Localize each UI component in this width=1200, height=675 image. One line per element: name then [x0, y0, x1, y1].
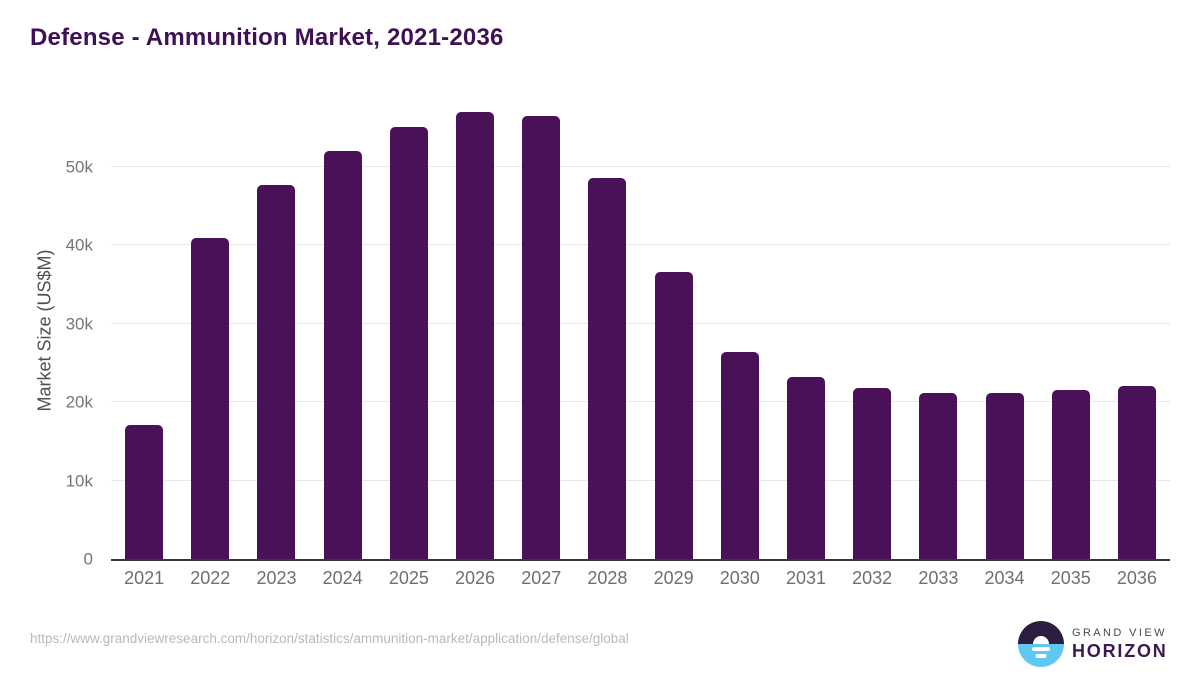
x-tick-label: 2023: [256, 568, 297, 588]
bar-slot: [707, 100, 773, 559]
bar-2030: [720, 351, 759, 559]
bar-2034: [985, 393, 1024, 559]
bar-slot: [442, 100, 508, 559]
gridline: [111, 322, 1170, 324]
gridline: [111, 165, 1170, 167]
x-tick-label: 2021: [124, 568, 165, 588]
gridline: [111, 401, 1170, 403]
chart-title: Defense - Ammunition Market, 2021-2036: [30, 24, 504, 51]
x-tick-label: 2026: [455, 568, 496, 588]
bar-slot: [641, 100, 707, 559]
bar-2032: [853, 387, 892, 559]
bar-2021: [125, 424, 164, 559]
x-tick-label: 2035: [1050, 568, 1091, 588]
bar-2035: [1051, 390, 1090, 559]
bar-slot: [376, 100, 442, 559]
x-tick-label: 2028: [587, 568, 628, 588]
gridline: [111, 244, 1170, 246]
bar-slot: [243, 100, 309, 559]
bar-slot: [508, 100, 574, 559]
bar-2026: [456, 111, 495, 559]
bar-slot: [905, 100, 971, 559]
bar-slot: [1104, 100, 1170, 559]
x-tick-label: 2024: [322, 568, 363, 588]
bar-2036: [1117, 386, 1156, 559]
plot-area: [111, 100, 1170, 561]
y-tick-label: 30k: [65, 314, 93, 334]
bar-2029: [654, 271, 693, 559]
brand-name-top: GRAND VIEW: [1072, 626, 1167, 639]
bar-slot: [839, 100, 905, 559]
bar-slot: [177, 100, 243, 559]
x-tick-label: 2029: [653, 568, 694, 588]
source-url: https://www.grandviewresearch.com/horizo…: [30, 631, 629, 646]
bar-2022: [191, 238, 230, 559]
y-axis-tick-labels: 0 10k 20k 30k 40k 50k: [0, 100, 101, 567]
x-tick-label: 2030: [719, 568, 760, 588]
bar-slot: [310, 100, 376, 559]
bar-2023: [257, 184, 296, 559]
y-tick-label: 10k: [65, 471, 93, 491]
x-axis-tick-labels: 2021 2022 2023 2024 2025 2026 2027 2028 2029 2030…: [111, 568, 1170, 589]
y-tick-label: 40k: [65, 235, 93, 255]
x-tick-label: 2022: [190, 568, 231, 588]
x-tick-label: 2036: [1116, 568, 1157, 588]
gridline: [111, 479, 1170, 481]
bar-slot: [574, 100, 640, 559]
bar-2024: [323, 151, 362, 559]
y-tick-label: 50k: [65, 157, 93, 177]
bar-2025: [389, 126, 428, 559]
x-tick-label: 2025: [388, 568, 429, 588]
bar-series: [111, 100, 1170, 559]
horizon-sun-icon: [1018, 621, 1064, 667]
x-tick-label: 2031: [785, 568, 826, 588]
bar-2027: [522, 116, 561, 559]
bar-2031: [786, 376, 825, 559]
bar-slot: [773, 100, 839, 559]
bar-2028: [588, 178, 627, 559]
bar-slot: [1038, 100, 1104, 559]
brand-text: GRAND VIEW HORIZON: [1072, 627, 1168, 662]
bar-slot: [111, 100, 177, 559]
x-tick-label: 2027: [521, 568, 562, 588]
bar-2033: [919, 392, 958, 559]
bar-slot: [971, 100, 1037, 559]
brand-logo: GRAND VIEW HORIZON: [1018, 621, 1168, 667]
x-tick-label: 2032: [852, 568, 893, 588]
y-tick-label: 0: [83, 549, 93, 569]
x-tick-label: 2034: [984, 568, 1025, 588]
brand-name-bottom: HORIZON: [1072, 640, 1168, 661]
x-tick-label: 2033: [918, 568, 959, 588]
y-tick-label: 20k: [65, 392, 93, 412]
